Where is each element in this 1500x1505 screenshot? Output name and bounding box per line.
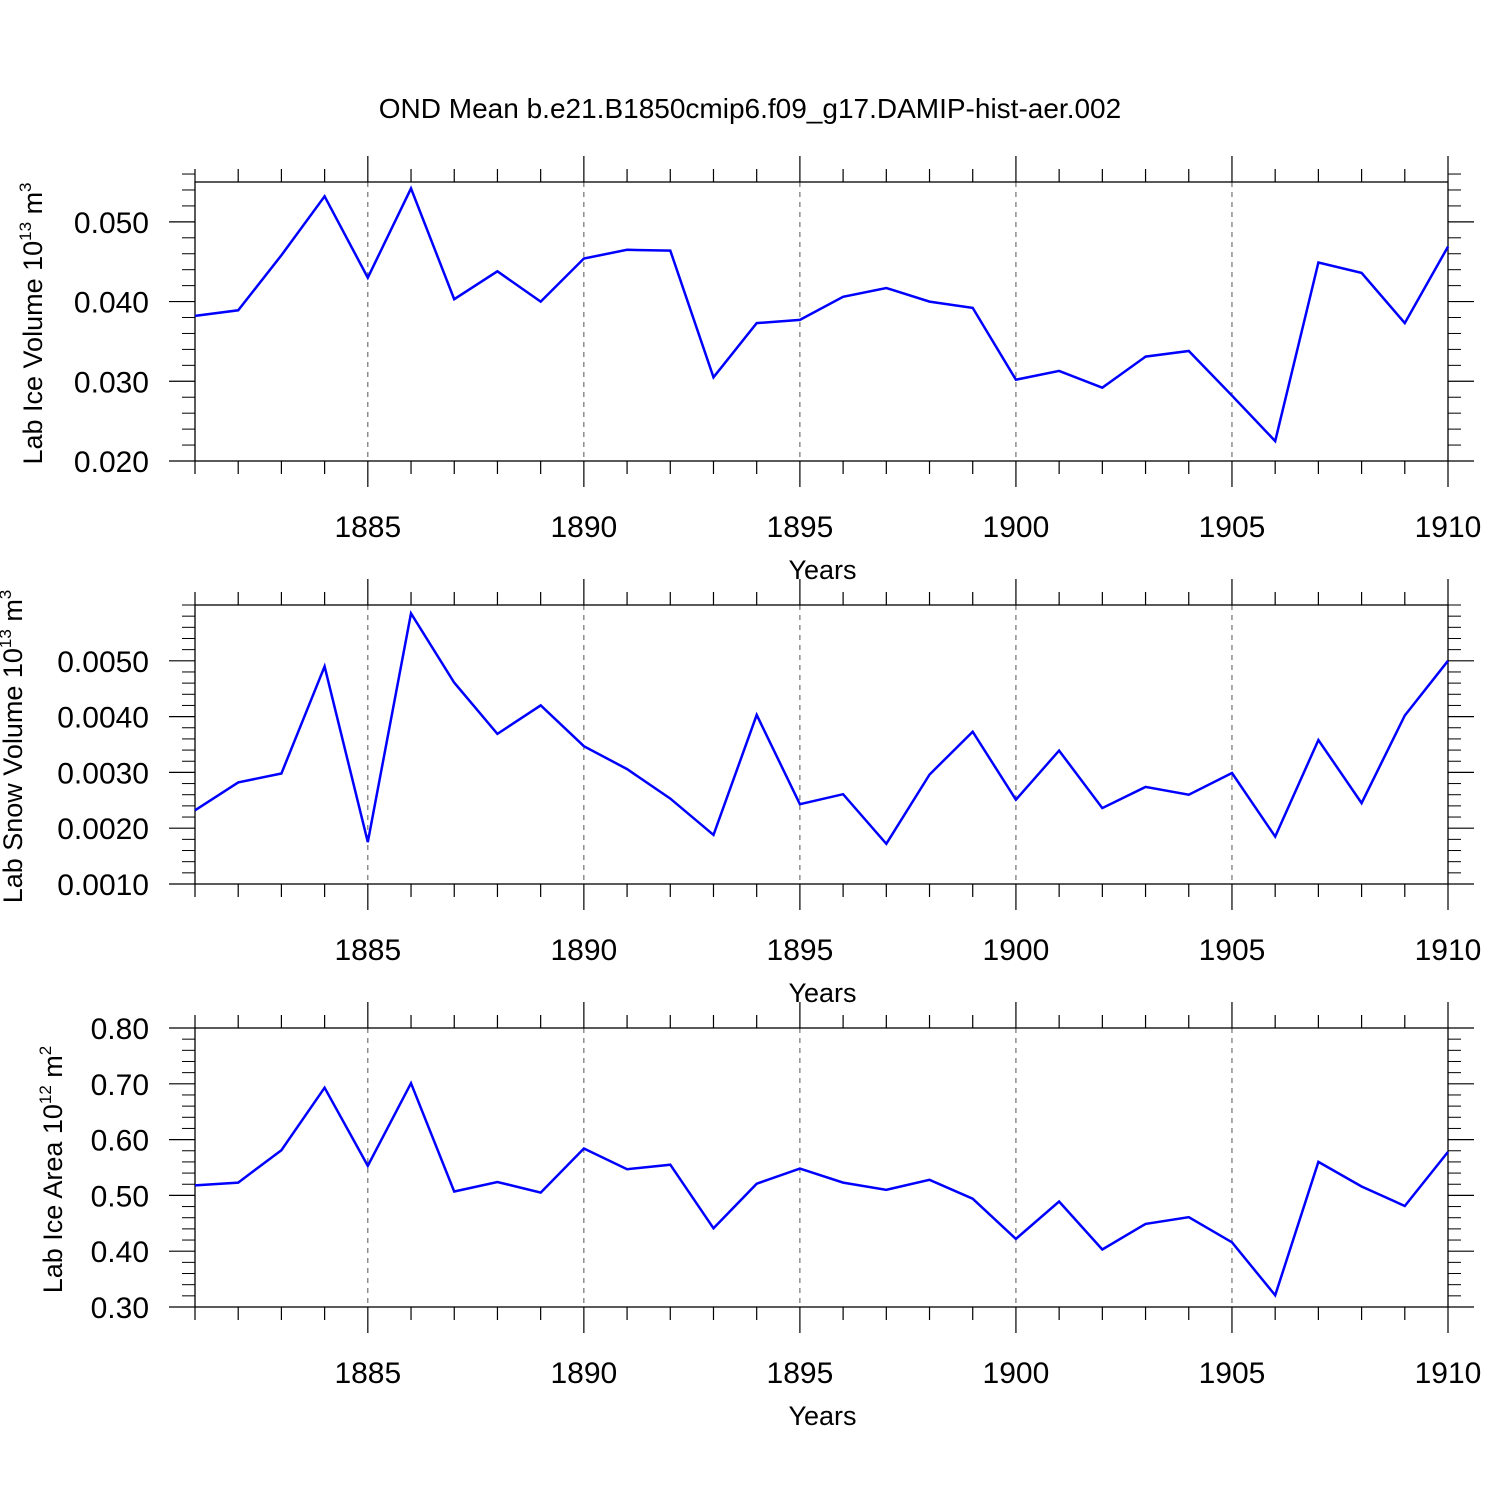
x-tick-label: 1905 [1199,934,1266,967]
series-line [195,188,1448,441]
chart-panel-2: 0.0010 0.0020 0.0030 0.0040 0.0050 1885 1890 18… [0,579,1481,1008]
x-tick-label: 1890 [550,511,617,544]
y-axis-title: Lab Ice Area 1012 m2 [36,1046,68,1294]
y-tick-label: 0.0050 [57,646,149,679]
y-tick-label: 0.60 [91,1125,149,1158]
x-tick-label: 1895 [767,511,834,544]
plot-frame [195,1028,1448,1307]
y-tick-label: 0.040 [74,287,149,320]
y-axis-title-main: Lab Ice Volume 10 [18,241,48,465]
x-tick-label: 1900 [983,1357,1050,1390]
x-axis-title: Years [788,978,856,1008]
x-tick-label: 1900 [983,934,1050,967]
y-tick-label: 0.020 [74,446,149,479]
chart-panel-3: 0.30 0.40 0.50 0.60 0.70 0.80 1885 1890 1895 1900… [36,1002,1481,1431]
chart-title: OND Mean b.e21.B1850cmip6.f09_g17.DAMIP-… [379,93,1121,124]
y-axis-title: Lab Snow Volume 1013 m3 [0,590,28,904]
x-tick-label: 1885 [334,1357,401,1390]
plot-frame [195,182,1448,461]
series-line [195,1083,1448,1295]
chart-panel-1: 0.020 0.030 0.040 0.050 1885 1890 1895 1900 1905… [16,156,1481,585]
y-axis-title-exp: 13 [16,222,35,241]
x-axis-title: Years [788,1401,856,1431]
x-tick-label: 1910 [1415,934,1482,967]
y-axis-title-main: Lab Snow Volume 10 [0,648,28,903]
y-axis-title-exp: 12 [36,1085,55,1104]
y-axis-title-unit-exp: 3 [16,182,35,191]
x-tick-label: 1905 [1199,1357,1266,1390]
x-tick-label: 1885 [334,511,401,544]
y-axis-title-unit: m [18,192,48,222]
y-tick-label: 0.0010 [57,869,149,902]
x-tick-label: 1900 [983,511,1050,544]
y-tick-label: 0.0020 [57,813,149,846]
x-tick-label: 1890 [550,1357,617,1390]
x-tick-label: 1910 [1415,1357,1482,1390]
x-axis-title: Years [788,555,856,585]
x-tick-label: 1905 [1199,511,1266,544]
y-axis-title-unit: m [0,599,28,629]
x-tick-label: 1910 [1415,511,1482,544]
plot-frame [195,605,1448,884]
x-tick-label: 1890 [550,934,617,967]
y-tick-label: 0.80 [91,1013,149,1046]
series-line [195,613,1448,843]
y-tick-label: 0.0030 [57,757,149,790]
y-axis-title-main: Lab Ice Area 10 [38,1104,68,1293]
y-axis-title-unit-exp: 2 [36,1046,55,1055]
y-axis-title: Lab Ice Volume 1013 m3 [16,182,48,464]
y-tick-label: 0.050 [74,207,149,240]
y-tick-label: 0.50 [91,1180,149,1213]
x-tick-label: 1885 [334,934,401,967]
y-axis-title-unit-exp: 3 [0,590,15,599]
y-axis-title-exp: 13 [0,629,15,648]
x-tick-label: 1895 [767,1357,834,1390]
x-tick-label: 1895 [767,934,834,967]
y-tick-label: 0.030 [74,366,149,399]
y-tick-label: 0.30 [91,1292,149,1325]
y-tick-label: 0.70 [91,1069,149,1102]
y-tick-label: 0.0040 [57,702,149,735]
y-tick-label: 0.40 [91,1236,149,1269]
y-axis-title-unit: m [38,1055,68,1085]
